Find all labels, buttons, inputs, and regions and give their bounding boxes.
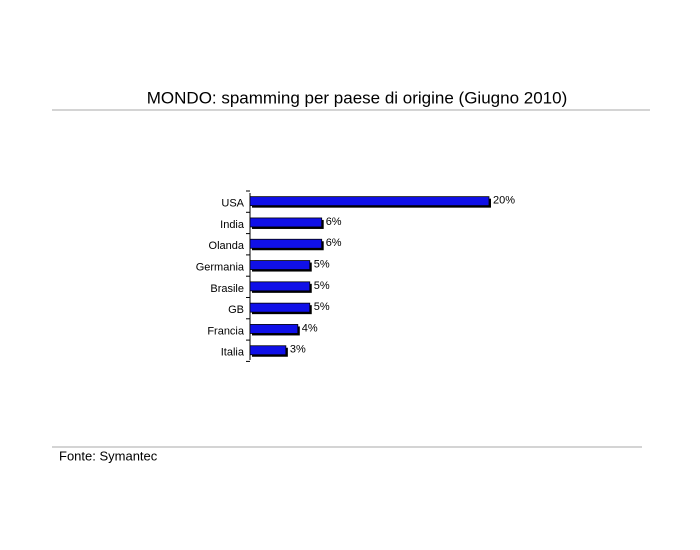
y-tick-label: Germania [196, 261, 245, 273]
value-label: 5% [314, 258, 330, 270]
y-tick-label: Francia [207, 325, 245, 337]
value-label: 5% [314, 280, 330, 292]
y-tick-label: Italia [221, 347, 245, 359]
value-label: 6% [326, 237, 342, 249]
bar [249, 196, 490, 207]
bar [249, 302, 311, 313]
value-label: 5% [314, 301, 330, 313]
y-tick-label: GB [228, 304, 244, 316]
bar [249, 217, 323, 228]
value-label: 3% [290, 344, 306, 356]
y-tick-label: Olanda [209, 240, 245, 252]
y-tick-label: India [220, 219, 245, 231]
value-label: 20% [493, 195, 515, 207]
value-label: 6% [326, 216, 342, 228]
chart-title: MONDO: spamming per paese di origine (Gi… [147, 88, 567, 107]
bar [249, 345, 287, 356]
bar [249, 324, 299, 334]
bar [249, 281, 311, 292]
bar [249, 238, 323, 249]
source-note: Fonte: Symantec [59, 448, 158, 463]
value-label: 4% [302, 322, 318, 334]
y-tick-label: USA [221, 198, 244, 210]
bar [249, 260, 311, 270]
y-tick-label: Brasile [210, 283, 244, 295]
